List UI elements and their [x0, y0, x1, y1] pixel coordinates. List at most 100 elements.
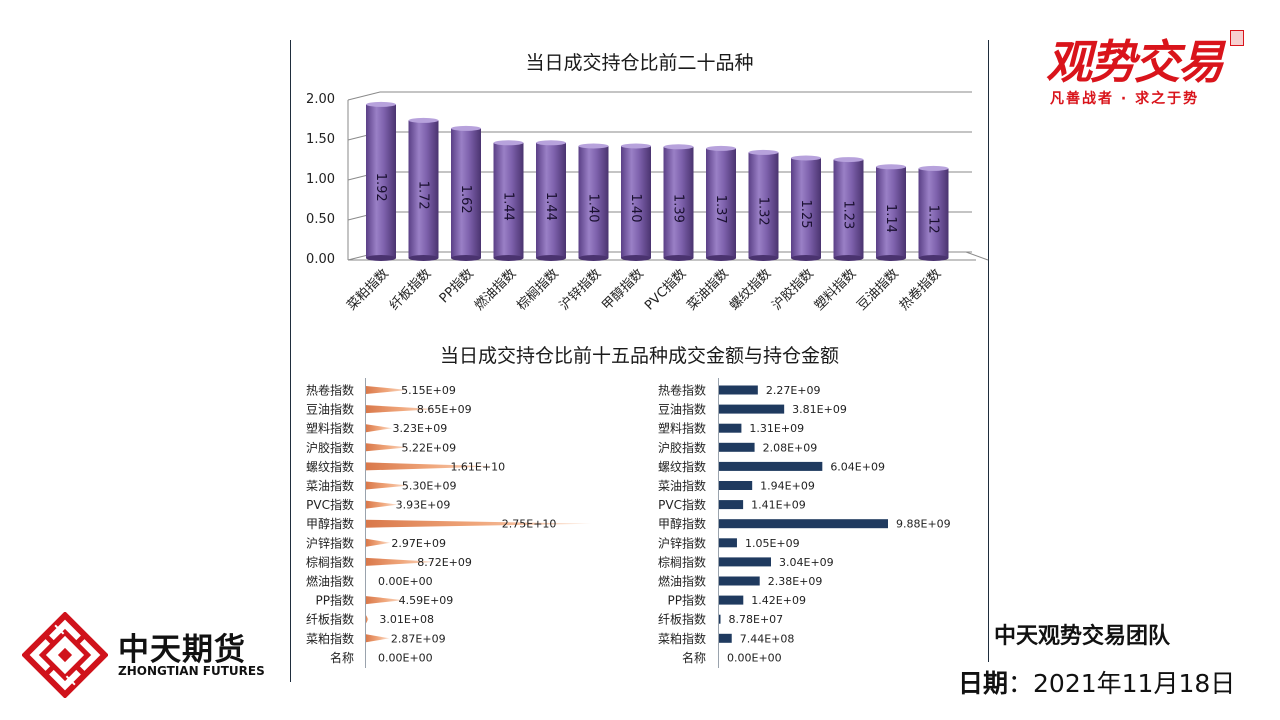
chart1-x-category-label: PP指数 — [437, 266, 477, 306]
chart2-bar-data-label: 1.61E+10 — [450, 460, 505, 473]
chart2-bar-成交金额 — [366, 557, 438, 566]
chart2-category-label: 甲醇指数 — [658, 516, 706, 531]
chart1-x-category-label: 塑料指数 — [812, 266, 859, 313]
chart1-bar-data-label: 1.37 — [713, 195, 728, 224]
chart2-bar-持仓金额 — [719, 614, 721, 624]
chart2-bar-data-label: 1.31E+09 — [749, 422, 804, 435]
chart1-bar-data-label: 1.62 — [458, 185, 473, 214]
guanshi-trading-logo: 观势交易 凡善战者 · 求之于势 — [1040, 22, 1250, 112]
chart2-bar-data-label: 5.22E+09 — [401, 441, 456, 454]
zhongtian-diamond-emblem-icon — [22, 612, 108, 698]
chart1-bar: 1.23 — [833, 157, 864, 261]
chart1-x-category-label: 热卷指数 — [896, 266, 944, 314]
team-name: 中天观势交易团队 — [994, 624, 1171, 649]
chart1-bar: 1.12 — [918, 165, 949, 261]
logo-left-en-text: ZHONGTIAN FUTURES — [118, 664, 265, 678]
chart2-bar-data-label: 6.04E+09 — [830, 460, 885, 473]
chart1-x-category-label: 沪胶指数 — [769, 266, 817, 314]
chart1-x-category-label: 菜油指数 — [684, 266, 731, 313]
chart1-gridline — [347, 171, 972, 181]
chart2-category-label: PP指数 — [668, 593, 706, 608]
chart2-category-label: 纤板指数 — [658, 612, 706, 627]
chart2-category-label: 棕榈指数 — [306, 554, 354, 569]
chart2-bar-持仓金额 — [719, 404, 785, 414]
chart1-x-category-label: 纤板指数 — [387, 266, 434, 313]
chart2-bar-持仓金额 — [719, 557, 771, 567]
chart2-bar-成交金额 — [366, 615, 369, 624]
chart2-bar-持仓金额 — [719, 385, 758, 395]
chart1-bar-data-label: 1.23 — [841, 200, 856, 229]
chart2-bar-data-label: 3.93E+09 — [396, 499, 451, 512]
chart2-bar-data-label: 0.00E+00 — [727, 651, 782, 664]
chart2-bar-成交金额 — [366, 386, 409, 394]
logo-right-slogan: 凡善战者 · 求之于势 — [1050, 91, 1200, 107]
chart2-bar-data-label: 2.38E+09 — [768, 575, 823, 588]
chart2-bar-持仓金额 — [719, 519, 888, 529]
chart2-bar-data-label: 8.72E+09 — [417, 556, 472, 569]
chart2-bar-data-label: 3.23E+09 — [393, 422, 448, 435]
chart2-category-label: 燃油指数 — [306, 574, 354, 589]
chart2-category-label: 沪胶指数 — [306, 440, 354, 455]
chart1-bar-data-label: 1.32 — [756, 197, 771, 226]
chart2-category-label: 菜油指数 — [658, 478, 706, 493]
chart2-category-label: 沪胶指数 — [658, 440, 706, 455]
chart2-bar-data-label: 7.44E+08 — [740, 632, 795, 645]
chart2-bar-成交金额 — [366, 538, 391, 547]
chart2-bar-data-label: 4.59E+09 — [399, 594, 454, 607]
chart2-category-label: 菜油指数 — [306, 478, 354, 493]
chart2-bar-data-label: 0.00E+00 — [378, 651, 433, 664]
frame-right-border — [988, 40, 989, 662]
chart1-bar-data-label: 1.39 — [671, 194, 686, 223]
chart1-x-category-label: 甲醇指数 — [599, 266, 647, 314]
chart2-bar-成交金额 — [366, 443, 409, 452]
chart1-x-category-label: PVC指数 — [642, 266, 689, 313]
chart1-bar: 1.40 — [578, 143, 609, 261]
chart1-y-tick-label: 0.00 — [306, 252, 335, 267]
chart2-bar-data-label: 0.00E+00 — [378, 575, 433, 588]
chart1-bar-data-label: 1.12 — [926, 205, 941, 234]
chart1-bar-data-label: 1.44 — [501, 192, 516, 221]
chart2-bar-持仓金额 — [719, 423, 742, 433]
report-date: 日期：2021年11月18日 — [958, 664, 1258, 700]
chart2-bar-成交金额 — [366, 500, 399, 509]
chart2-category-label: 纤板指数 — [306, 612, 354, 627]
chart2-bar-data-label: 1.41E+09 — [751, 499, 806, 512]
date-separator: ： — [1008, 669, 1034, 698]
chart2-bar-data-label: 2.97E+09 — [391, 537, 446, 550]
chart1-bar: 1.40 — [621, 143, 651, 261]
chart2-category-label: 豆油指数 — [306, 402, 354, 417]
chart2-title: 当日成交持仓比前十五品种成交金额与持仓金额 — [439, 345, 839, 367]
chart2-category-label: PVC指数 — [306, 497, 354, 512]
chart2-category-label: 沪锌指数 — [658, 535, 706, 550]
chart1-bar: 1.72 — [408, 117, 439, 261]
chart2-bar-data-label: 2.27E+09 — [766, 384, 821, 397]
chart2-bar-持仓金额 — [719, 595, 744, 605]
chart2-bar-data-label: 9.88E+09 — [896, 518, 951, 531]
chart2-bar-data-label: 1.42E+09 — [751, 594, 806, 607]
chart2-bar-data-label: 8.78E+07 — [729, 613, 784, 626]
chart1-bar-data-label: 1.14 — [883, 204, 898, 233]
chart2-bar-成交金额 — [366, 405, 437, 414]
chart2-bar-持仓金额 — [719, 576, 760, 586]
chart2-bar-data-label: 8.65E+09 — [417, 403, 472, 416]
chart2-bar-data-label: 5.30E+09 — [402, 480, 457, 493]
chart2-category-label: 螺纹指数 — [658, 459, 706, 474]
chart2-bar-持仓金额 — [719, 500, 744, 510]
chart1-x-category-label: 螺纹指数 — [727, 266, 774, 313]
chart1-title: 当日成交持仓比前二十品种 — [525, 52, 754, 74]
chart1-gridline — [347, 91, 972, 101]
chart2-category-label: 塑料指数 — [306, 421, 354, 436]
chart1-gridline — [347, 251, 972, 261]
chart2-bar-成交金额 — [366, 634, 390, 643]
chart1-bar: 1.39 — [663, 144, 694, 261]
chart1-x-category-label: 棕榈指数 — [514, 266, 561, 313]
chart1-x-category-label: 沪锌指数 — [556, 266, 604, 314]
chart1-bar: 1.62 — [451, 125, 481, 261]
chart1-x-category-label: 豆油指数 — [854, 266, 901, 313]
logo-seal-icon — [1230, 30, 1244, 46]
chart1-bar: 1.37 — [706, 145, 736, 261]
date-label: 日期 — [958, 669, 1009, 698]
chart2-category-label: 沪锌指数 — [306, 535, 354, 550]
chart2-category-label: 豆油指数 — [658, 402, 706, 417]
chart1-y-tick-label: 2.00 — [306, 92, 335, 107]
